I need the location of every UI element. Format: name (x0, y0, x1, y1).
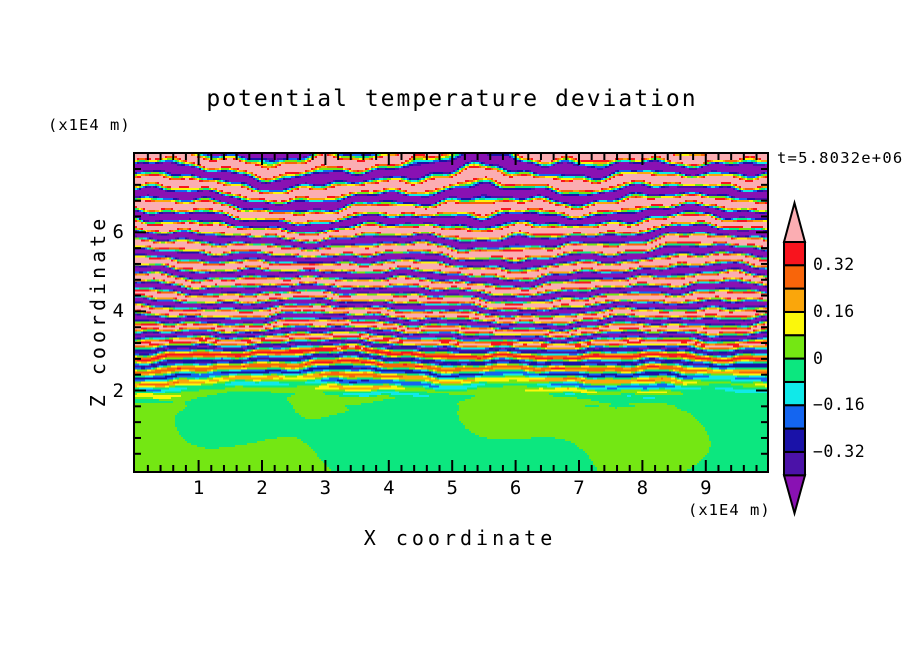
x-tick-label: 3 (319, 477, 332, 499)
time-annotation: t=5.8032e+06 (777, 149, 904, 167)
z-tick-label: 4 (112, 300, 124, 323)
plot-title: potential temperature deviation (206, 86, 698, 112)
x-tick-label: 5 (446, 477, 458, 499)
z-tick-label: 2 (112, 379, 124, 402)
x-tick-label: 8 (636, 477, 649, 499)
z-axis-unit-label: (x1E4 m) (48, 116, 131, 134)
colorbar-tick-label: 0.32 (813, 255, 855, 275)
colorbar-segment-red (783, 241, 806, 267)
colorbar-segment-spring-green (783, 357, 806, 383)
colorbar-segment-yellow (783, 310, 806, 337)
colorbar-tick-label: 0 (813, 348, 824, 368)
colorbar-tick-label: −0.16 (813, 395, 866, 415)
x-axis-title: X coordinate (363, 526, 557, 550)
x-tick-label: 2 (256, 477, 268, 499)
colorbar-segment-navy (783, 427, 806, 453)
colorbar-segment-chartreuse (783, 334, 806, 360)
colorbar-tick-label: 0.16 (813, 301, 855, 321)
x-axis-unit-label: (x1E4 m) (688, 501, 771, 519)
z-axis-title: Z coordinate (86, 214, 110, 408)
x-tick-label: 4 (383, 477, 395, 499)
x-tick-label: 7 (573, 477, 585, 499)
z-tick-label: 6 (112, 221, 124, 244)
colorbar-segment-orange (783, 287, 806, 313)
colorbar-segment-blue (783, 404, 806, 430)
colorbar-segment-cyan (783, 380, 806, 407)
colorbar-tick-label: −0.32 (813, 441, 866, 461)
colorbar-segment-indigo (783, 450, 806, 477)
x-tick-label: 9 (700, 477, 712, 499)
colorbar (782, 199, 807, 518)
x-tick-label: 6 (509, 477, 522, 499)
colorbar-segment-orange-red (783, 264, 806, 290)
x-tick-label: 1 (192, 477, 205, 499)
temperature-deviation-field (135, 154, 767, 471)
